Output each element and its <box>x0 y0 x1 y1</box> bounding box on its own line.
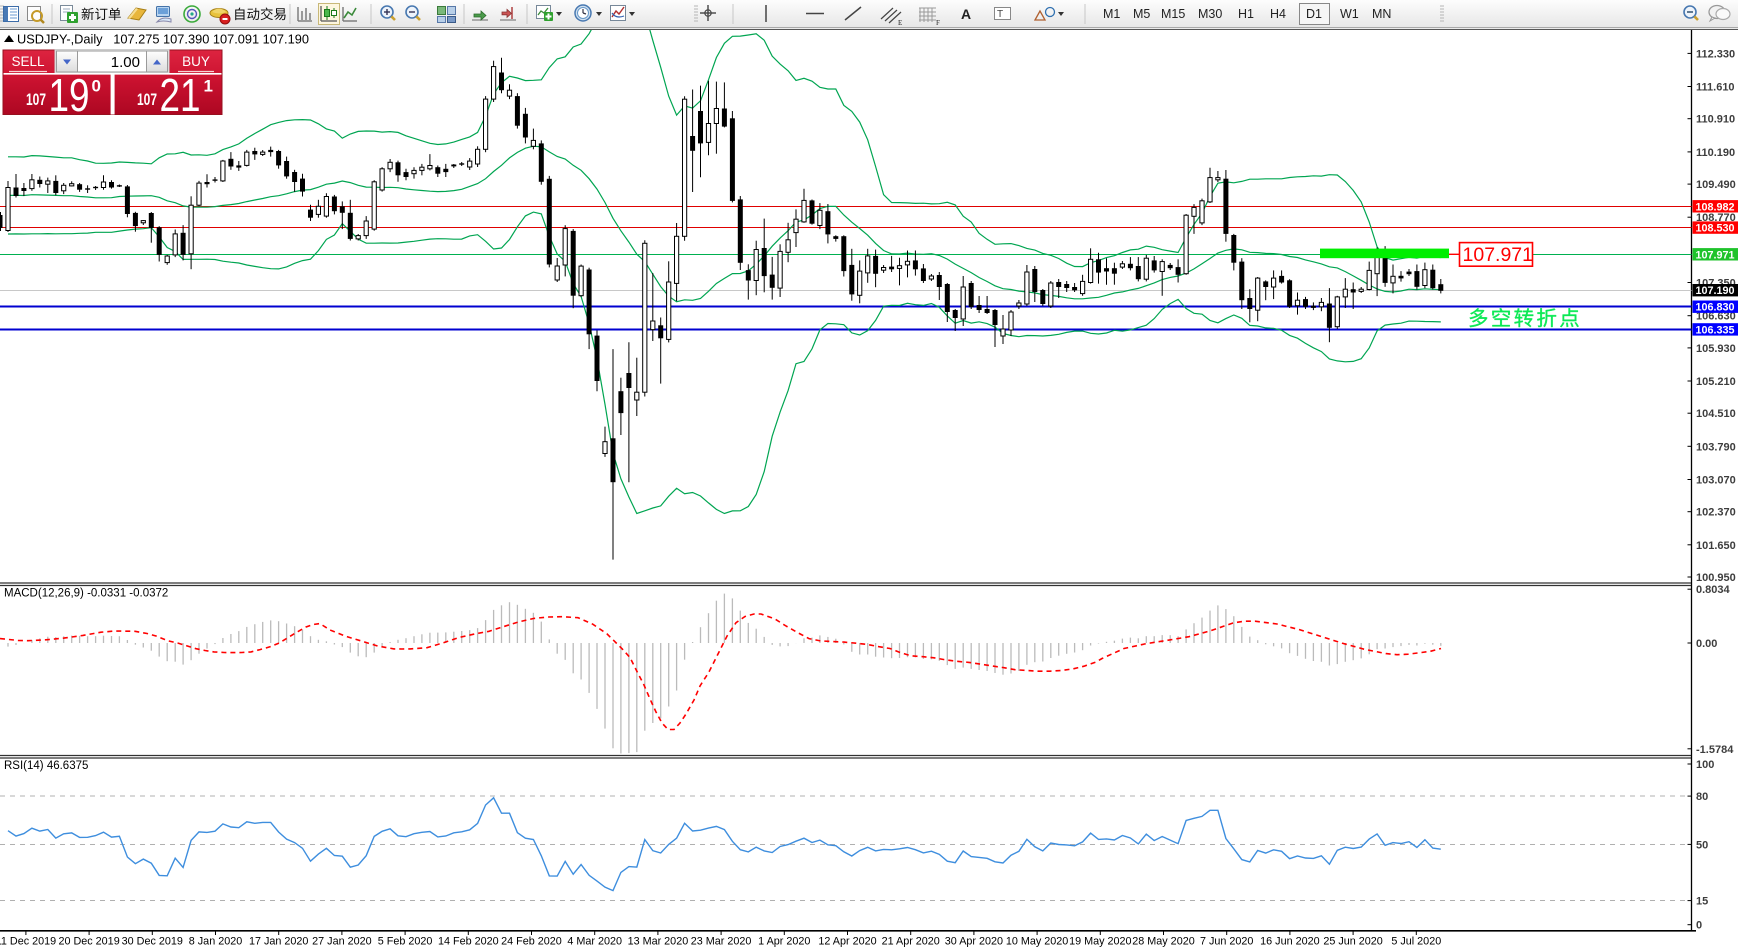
svg-text:28 May 2020: 28 May 2020 <box>1132 936 1194 948</box>
svg-text:108.770: 108.770 <box>1696 212 1736 224</box>
svg-text:MACD(12,26,9) -0.0331 -0.0372: MACD(12,26,9) -0.0331 -0.0372 <box>4 588 168 600</box>
svg-text:30 Dec 2019: 30 Dec 2019 <box>122 936 183 948</box>
svg-text:BUY: BUY <box>182 54 210 69</box>
svg-text:107.190: 107.190 <box>1696 285 1735 297</box>
svg-text:24 Feb 2020: 24 Feb 2020 <box>501 936 562 948</box>
svg-text:15: 15 <box>1696 896 1708 908</box>
svg-text:107: 107 <box>137 90 157 109</box>
svg-text:107.971: 107.971 <box>1463 244 1534 266</box>
svg-text:11 Dec 2019: 11 Dec 2019 <box>0 936 56 948</box>
svg-text:A: A <box>961 6 971 22</box>
svg-text:RSI(14) 46.6375: RSI(14) 46.6375 <box>4 760 88 772</box>
svg-text:MN: MN <box>1372 7 1391 21</box>
svg-text:13 Mar 2020: 13 Mar 2020 <box>628 936 689 948</box>
svg-text:M15: M15 <box>1161 7 1185 21</box>
svg-text:0: 0 <box>92 77 101 96</box>
svg-text:1 Apr 2020: 1 Apr 2020 <box>758 936 810 948</box>
svg-text:0: 0 <box>1696 920 1702 932</box>
svg-text:T: T <box>997 9 1003 20</box>
svg-text:USDJPY-,Daily 107.275 107.39: USDJPY-,Daily 107.275 107.390 107.091 10… <box>17 32 309 47</box>
svg-text:101.650: 101.650 <box>1696 540 1736 552</box>
svg-text:107.971: 107.971 <box>1696 249 1735 261</box>
svg-text:M1: M1 <box>1103 7 1120 21</box>
svg-text:F: F <box>936 19 940 27</box>
svg-text:110.910: 110.910 <box>1696 114 1735 126</box>
svg-text:23 Mar 2020: 23 Mar 2020 <box>691 936 752 948</box>
svg-text:100: 100 <box>1696 759 1714 771</box>
svg-text:8 Jan 2020: 8 Jan 2020 <box>189 936 242 948</box>
svg-text:E: E <box>898 19 902 27</box>
svg-text:5 Feb 2020: 5 Feb 2020 <box>378 936 433 948</box>
svg-text:7 Jun 2020: 7 Jun 2020 <box>1200 936 1253 948</box>
svg-text:104.510: 104.510 <box>1696 408 1736 420</box>
svg-text:H4: H4 <box>1270 7 1286 21</box>
svg-text:21: 21 <box>160 69 201 121</box>
svg-text:108.530: 108.530 <box>1696 223 1735 235</box>
svg-text:108.982: 108.982 <box>1696 201 1735 213</box>
svg-text:106.830: 106.830 <box>1696 302 1735 314</box>
svg-text:M30: M30 <box>1198 7 1222 21</box>
svg-text:100.950: 100.950 <box>1696 572 1736 584</box>
svg-text:105.930: 105.930 <box>1696 343 1736 355</box>
svg-text:1.00: 1.00 <box>111 54 140 71</box>
svg-text:110.190: 110.190 <box>1696 147 1735 159</box>
svg-text:111.610: 111.610 <box>1696 82 1735 94</box>
svg-text:14 Feb 2020: 14 Feb 2020 <box>438 936 499 948</box>
svg-text:21 Apr 2020: 21 Apr 2020 <box>882 936 940 948</box>
svg-text:10 May 2020: 10 May 2020 <box>1006 936 1068 948</box>
svg-text:19: 19 <box>49 69 90 121</box>
svg-text:20 Dec 2019: 20 Dec 2019 <box>58 936 119 948</box>
svg-text:107: 107 <box>26 90 46 109</box>
svg-text:106.630: 106.630 <box>1696 311 1736 323</box>
svg-text:0.00: 0.00 <box>1696 638 1717 650</box>
svg-text:17 Jan 2020: 17 Jan 2020 <box>249 936 308 948</box>
svg-text:-1.5784: -1.5784 <box>1696 744 1734 756</box>
svg-text:W1: W1 <box>1340 7 1359 21</box>
svg-text:109.490: 109.490 <box>1696 179 1736 191</box>
svg-text:102.370: 102.370 <box>1696 507 1736 519</box>
svg-text:16 Jun 2020: 16 Jun 2020 <box>1260 936 1319 948</box>
svg-text:H1: H1 <box>1238 7 1254 21</box>
svg-text:27 Jan 2020: 27 Jan 2020 <box>312 936 371 948</box>
svg-text:30 Apr 2020: 30 Apr 2020 <box>945 936 1003 948</box>
svg-text:5 Jul 2020: 5 Jul 2020 <box>1391 936 1441 948</box>
svg-text:25 Jun 2020: 25 Jun 2020 <box>1323 936 1382 948</box>
svg-text:0.8034: 0.8034 <box>1696 584 1731 596</box>
svg-text:112.330: 112.330 <box>1696 48 1735 60</box>
svg-text:80: 80 <box>1696 791 1708 803</box>
svg-text:103.790: 103.790 <box>1696 441 1736 453</box>
svg-text:105.210: 105.210 <box>1696 376 1736 388</box>
svg-text:50: 50 <box>1696 839 1708 851</box>
svg-text:103.070: 103.070 <box>1696 475 1736 487</box>
svg-text:12 Apr 2020: 12 Apr 2020 <box>818 936 876 948</box>
svg-text:4 Mar 2020: 4 Mar 2020 <box>567 936 622 948</box>
svg-text:M5: M5 <box>1133 7 1150 21</box>
svg-text:106.335: 106.335 <box>1696 324 1735 336</box>
svg-text:D1: D1 <box>1306 7 1322 21</box>
svg-text:SELL: SELL <box>11 54 45 69</box>
svg-text:1: 1 <box>204 77 213 96</box>
svg-text:19 May 2020: 19 May 2020 <box>1069 936 1131 948</box>
